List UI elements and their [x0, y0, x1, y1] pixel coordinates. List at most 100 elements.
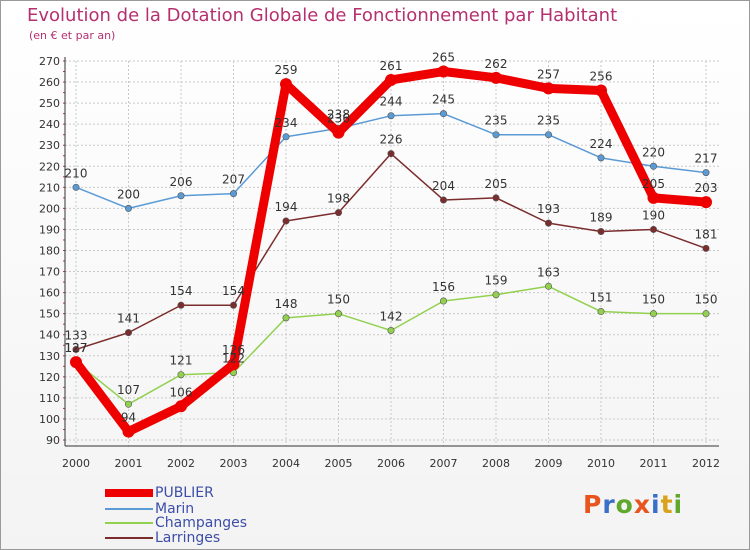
data-label-champanges: 151 — [590, 291, 613, 305]
x-tick-label: 2005 — [325, 457, 353, 470]
data-label-larringes: 205 — [485, 177, 508, 191]
data-label-publier: 236 — [327, 112, 350, 126]
point-champanges — [544, 282, 552, 290]
data-label-champanges: 107 — [117, 383, 140, 397]
point-publier — [700, 196, 712, 209]
x-tick-label: 2003 — [220, 457, 248, 470]
logo-letter: i — [651, 490, 661, 519]
data-label-marin: 235 — [485, 114, 508, 128]
chart-subtitle: (en € et par an) — [29, 29, 116, 42]
data-label-marin: 238 — [327, 107, 350, 121]
x-tick-label: 2004 — [272, 457, 300, 470]
data-label-champanges: 121 — [170, 354, 193, 368]
data-label-marin: 220 — [642, 145, 665, 159]
y-tick-label: 260 — [39, 76, 60, 89]
point-marin — [230, 190, 238, 198]
legend-label: Marin — [155, 501, 195, 517]
data-label-publier: 94 — [121, 411, 136, 425]
y-tick-label: 100 — [39, 413, 60, 426]
y-tick-label: 110 — [39, 392, 60, 405]
point-larringes — [702, 244, 710, 252]
data-label-champanges: 150 — [642, 293, 665, 307]
x-tick-label: 2002 — [167, 457, 195, 470]
point-publier — [437, 65, 450, 78]
data-label-champanges: 156 — [432, 280, 455, 294]
data-label-larringes: 154 — [222, 284, 245, 298]
proxiti-logo: Proxiti — [583, 490, 683, 519]
logo-letter: i — [673, 490, 684, 519]
point-marin — [544, 131, 552, 139]
point-publier — [385, 73, 397, 86]
data-label-larringes: 194 — [275, 200, 298, 214]
x-tick-label: 2010 — [587, 457, 615, 470]
data-label-publier: 203 — [695, 181, 718, 195]
y-tick-label: 160 — [39, 287, 60, 300]
point-marin — [492, 131, 500, 139]
point-marin — [125, 204, 133, 212]
data-label-champanges: 122 — [222, 352, 245, 366]
y-tick-label: 90 — [46, 434, 60, 447]
data-label-publier: 262 — [485, 57, 508, 71]
point-champanges — [177, 371, 185, 379]
logo-letter: r — [602, 490, 616, 519]
point-publier — [227, 358, 240, 371]
data-label-publier: 259 — [275, 63, 298, 77]
data-label-publier: 205 — [642, 177, 665, 191]
y-tick-label: 250 — [39, 97, 60, 110]
data-label-champanges: 148 — [275, 297, 298, 311]
point-marin — [702, 169, 710, 177]
point-publier — [175, 400, 187, 413]
point-champanges — [702, 310, 710, 318]
data-label-publier: 261 — [380, 59, 403, 73]
data-label-champanges: 142 — [380, 310, 403, 324]
data-label-marin: 235 — [537, 114, 560, 128]
y-tick-label: 270 — [39, 55, 60, 68]
point-larringes — [492, 194, 500, 202]
data-label-publier: 265 — [432, 51, 455, 65]
point-larringes — [334, 209, 342, 217]
point-larringes — [282, 217, 290, 225]
data-label-champanges: 127 — [65, 341, 88, 355]
y-tick-label: 210 — [39, 181, 60, 194]
point-champanges — [492, 291, 500, 299]
data-label-larringes: 133 — [65, 328, 88, 342]
data-label-larringes: 181 — [695, 227, 718, 241]
point-marin — [282, 133, 290, 141]
data-label-larringes: 204 — [432, 179, 455, 193]
point-marin — [72, 183, 80, 191]
legend-swatch — [105, 489, 153, 497]
legend-label: Champanges — [155, 515, 247, 531]
y-tick-label: 190 — [39, 223, 60, 236]
data-label-marin: 234 — [275, 116, 298, 130]
y-tick-label: 170 — [39, 266, 60, 279]
data-label-publier: 256 — [590, 69, 613, 83]
data-label-marin: 217 — [695, 152, 718, 166]
logo-letter: P — [583, 490, 603, 519]
point-marin — [649, 162, 657, 170]
point-larringes — [125, 329, 133, 337]
data-label-publier: 127 — [65, 341, 88, 355]
point-larringes — [544, 219, 552, 227]
point-larringes — [72, 345, 80, 353]
data-label-marin: 245 — [432, 93, 455, 107]
point-marin — [387, 112, 395, 120]
point-larringes — [387, 150, 395, 158]
point-champanges — [282, 314, 290, 322]
data-label-larringes: 141 — [117, 312, 140, 326]
data-label-publier: 257 — [537, 67, 560, 81]
chart-title: Evolution de la Dotation Globale de Fonc… — [27, 5, 618, 26]
point-champanges — [597, 308, 605, 316]
point-larringes — [177, 301, 185, 309]
y-tick-label: 130 — [39, 350, 60, 363]
data-label-champanges: 150 — [327, 293, 350, 307]
data-label-marin: 244 — [380, 95, 403, 109]
y-tick-label: 120 — [39, 371, 60, 384]
data-label-publier: 126 — [222, 343, 245, 357]
data-label-champanges: 150 — [695, 293, 718, 307]
logo-letter: t — [660, 490, 674, 519]
x-tick-label: 2006 — [377, 457, 405, 470]
legend-swatch — [105, 522, 153, 524]
x-tick-label: 2009 — [535, 457, 563, 470]
